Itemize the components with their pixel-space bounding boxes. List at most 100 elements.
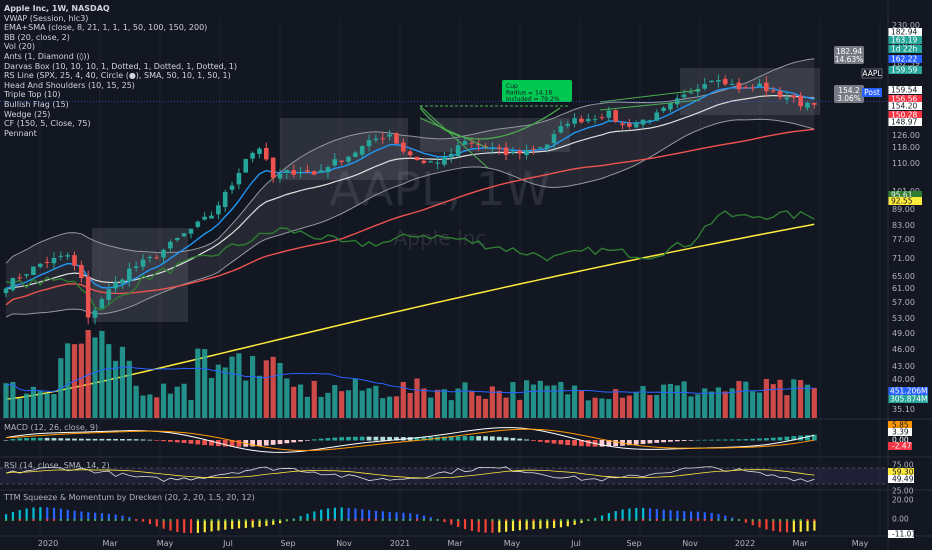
ttm-squeeze-dot — [258, 518, 261, 522]
ttm-squeeze-dot — [628, 518, 631, 522]
candle-body — [476, 144, 481, 146]
macd-hist-bar — [147, 439, 153, 441]
cup-label-text: Cup — [506, 83, 518, 90]
ttm-bar — [306, 513, 309, 521]
candle-body — [133, 266, 139, 269]
ttm-bar — [491, 520, 494, 533]
symbol-tag-box — [861, 68, 883, 79]
macd-hist-bar — [757, 438, 762, 441]
volume-bar — [791, 379, 797, 418]
ttm-bar — [402, 512, 405, 521]
ttm-squeeze-dot — [710, 518, 713, 522]
macd-hist-bar — [668, 440, 673, 442]
indicator-legend-item[interactable]: Ants (1, Diamond (◊)) — [4, 51, 90, 61]
macd-hist-bar — [722, 439, 728, 441]
macd-label[interactable]: MACD (12, 26, close, 9) — [4, 423, 99, 432]
candle-body — [250, 152, 255, 159]
indicator-legend-item[interactable]: EMA+SMA (close, 8, 21, 1, 1, 1, 50, 100,… — [4, 23, 208, 33]
ttm-squeeze-dot — [135, 518, 138, 522]
indicator-legend-item[interactable]: Pennant — [4, 128, 37, 138]
ttm-tag-label: 0.00 — [892, 515, 909, 524]
price-tag-label: 150.28 — [891, 111, 917, 120]
ttm-bar — [710, 512, 713, 521]
indicator-legend-item[interactable]: VWAP (Session, hlc3) — [4, 13, 89, 23]
macd-line — [5, 427, 815, 453]
indicator-legend-item[interactable]: Head And Shoulders (10, 15, 25) — [4, 80, 135, 90]
macd-hist-bar — [174, 440, 180, 443]
indicator-legend-item[interactable]: Darvas Box (10, 10, 10, 1, Dotted, 1, Do… — [4, 61, 238, 71]
ttm-squeeze-dot — [443, 518, 446, 522]
macd-hist-bar — [606, 440, 612, 447]
volume-bar — [85, 330, 91, 418]
rsi-label[interactable]: RSI (14, close, SMA, 14, 2) — [4, 461, 110, 470]
candle-body — [311, 171, 317, 175]
indicator-legend-item[interactable]: Triple Top (10) — [4, 90, 61, 100]
ttm-bar — [580, 520, 583, 524]
wedge-line — [419, 105, 489, 169]
ttm-bar — [46, 507, 49, 521]
time-tick-label: Jul — [222, 539, 233, 548]
ttm-squeeze-dot — [463, 518, 467, 522]
volume-bar — [133, 385, 139, 418]
volume-bar — [10, 381, 16, 418]
candle-body — [407, 151, 413, 156]
ttm-squeeze-dot — [559, 518, 562, 522]
ttm-bar — [450, 520, 453, 525]
volume-bar — [688, 396, 694, 418]
ttm-squeeze-dot — [367, 518, 371, 522]
macd-hist-bar — [674, 440, 680, 442]
volume-bar — [332, 385, 338, 418]
ttm-bar — [121, 515, 124, 521]
candle-body — [113, 282, 118, 289]
price-tag-label: 156.56 — [891, 95, 917, 104]
time-tick-label: May — [852, 539, 869, 548]
ttm-bar — [176, 520, 179, 533]
ttm-tag-box — [888, 530, 914, 538]
price-tick-label: 77.00 — [892, 235, 915, 244]
volume-bar — [537, 380, 543, 418]
indicator-legend-item[interactable]: Bullish Flag (15) — [4, 99, 69, 109]
candle-body — [661, 107, 666, 111]
macd-hist-bar — [483, 436, 488, 441]
chart-title[interactable]: Apple Inc, 1W, NASDAQ — [4, 4, 110, 13]
indicator-legend-item[interactable]: CF (150, 5, Close, 75) — [4, 119, 91, 129]
price-tick-label: 83.00 — [892, 221, 915, 230]
indicator-legend-item[interactable]: Vol (20) — [4, 42, 35, 52]
ttm-squeeze-dot — [511, 518, 514, 522]
macd-hist-bar — [106, 438, 112, 441]
ttm-bar — [532, 520, 535, 530]
macd-hist-bar — [37, 437, 43, 441]
ttm-squeeze-dot — [744, 518, 747, 522]
volume-bar — [633, 392, 639, 418]
time-tick-label: Nov — [682, 539, 698, 548]
ttm-bar — [66, 509, 69, 521]
ttm-squeeze-dot — [87, 518, 90, 522]
macd-tag-label: -2.47 — [892, 442, 912, 451]
price-tag-label: 148.97 — [891, 118, 917, 127]
volume-bar — [482, 398, 489, 418]
ttm-bar — [381, 511, 384, 521]
volume-bar — [571, 385, 578, 418]
indicator-legend-item[interactable]: BB (20, close, 2) — [4, 32, 70, 42]
price-tick-label: 118.00 — [892, 143, 920, 152]
indicator-legend-item[interactable]: RS Line (SPX, 25, 4, 40, Circle (●), SMA… — [4, 71, 231, 81]
rsi-ma-line — [5, 469, 815, 479]
macd-hist-bar — [263, 440, 269, 446]
macd-hist-bar — [195, 440, 201, 445]
candle-body — [147, 256, 153, 259]
ttm-squeeze-dot — [573, 518, 576, 522]
volume-bar — [619, 397, 626, 418]
ttm-label[interactable]: TTM Squeeze & Momentum by Drecken (20, 2… — [4, 493, 255, 502]
candle-body — [469, 142, 475, 144]
volume-bar — [277, 362, 283, 418]
ttm-squeeze-dot — [265, 518, 268, 522]
macd-hist-bar — [325, 438, 331, 441]
ttm-squeeze-dot — [498, 518, 501, 522]
volume-bar — [750, 391, 756, 418]
ttm-squeeze-dot — [39, 518, 42, 522]
ttm-bar — [498, 520, 501, 533]
indicator-legend-item[interactable]: Wedge (25) — [4, 109, 51, 119]
price-tag-box — [888, 197, 922, 205]
ttm-bar — [244, 520, 247, 528]
